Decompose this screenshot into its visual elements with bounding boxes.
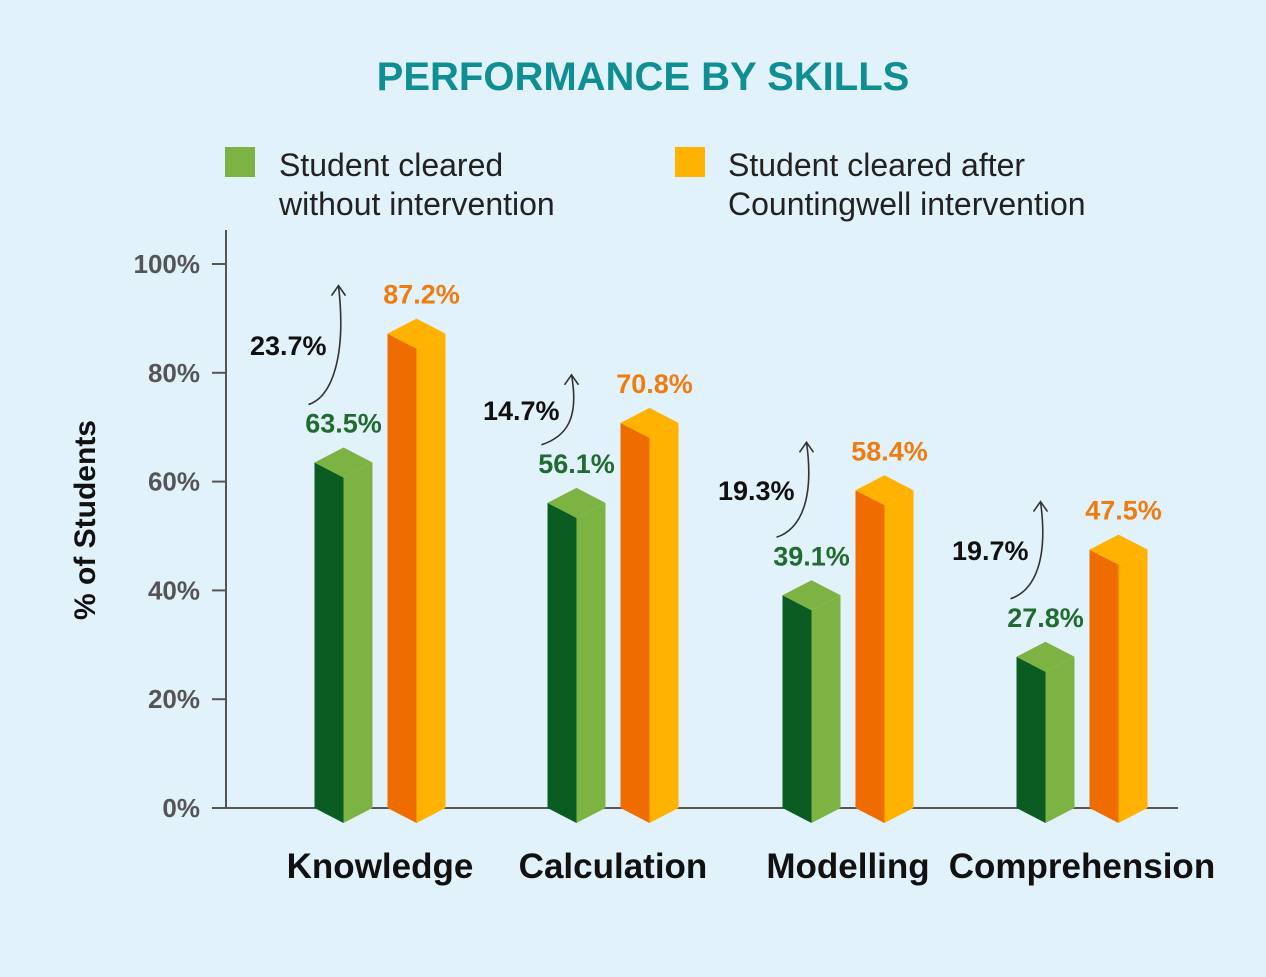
bar-side-face [1089, 549, 1119, 823]
bar-front-face [1045, 656, 1075, 823]
legend-label-without-intervention-line1: Student cleared [279, 147, 503, 183]
improvement-label: 19.7% [952, 536, 1029, 566]
y-tick-label: 40% [148, 575, 200, 605]
y-ticks: 0% 20% 40% 60% 80% 100% [134, 249, 226, 823]
improvement-arrowhead [798, 440, 815, 453]
category-label: Modelling [766, 847, 929, 886]
bar-top-face [855, 475, 914, 506]
data-label-after-intervention: 87.2% [383, 280, 460, 310]
bar-without-intervention [782, 580, 841, 823]
legend-label-after-intervention-line2: Countingwell intervention [728, 186, 1086, 222]
data-label-without-intervention: 27.8% [1007, 603, 1084, 633]
improvement-arrow [541, 374, 575, 446]
improvement-label: 23.7% [250, 331, 327, 361]
bar-without-intervention [1016, 641, 1075, 823]
bar-without-intervention [314, 447, 373, 823]
bar-top-face [1089, 534, 1148, 565]
y-tick-label: 20% [148, 684, 200, 714]
improvement-arrow [308, 285, 342, 406]
bar-top-face [782, 580, 841, 611]
bar-after-intervention [1089, 534, 1148, 823]
bar-front-face [649, 422, 679, 823]
bar-side-face [855, 490, 885, 823]
improvement-arrowhead [563, 373, 580, 386]
bar-side-face [620, 422, 650, 823]
bar-side-face [1016, 656, 1046, 823]
improvement-arrow [1010, 501, 1044, 600]
y-tick-label: 60% [148, 467, 200, 497]
y-axis-label: % of Students [69, 420, 102, 620]
bar-without-intervention [547, 487, 606, 823]
bar-front-face [416, 333, 446, 823]
y-tick-label: 0% [162, 793, 200, 823]
bars: 63.5% 87.2% 56.1% 70.8% 39.1% 58.4% 27.8% 47.5% [305, 280, 1162, 823]
improvement-label: 19.3% [718, 476, 795, 506]
data-label-without-intervention: 63.5% [305, 409, 382, 439]
bar-side-face [782, 595, 812, 823]
data-label-after-intervention: 70.8% [616, 369, 693, 399]
bar-front-face [1118, 549, 1148, 823]
y-tick-label: 100% [134, 249, 201, 279]
bar-top-face [1016, 641, 1075, 672]
category-label: Comprehension [949, 847, 1215, 886]
category-labels: Knowledge Calculation Modelling Comprehensi… [287, 847, 1216, 886]
data-label-after-intervention: 47.5% [1085, 496, 1162, 526]
bar-front-face [884, 490, 914, 823]
bar-front-face [343, 462, 373, 823]
chart-title: PERFORMANCE BY SKILLS [377, 55, 910, 99]
improvement-label: 14.7% [483, 396, 560, 426]
bar-top-face [314, 447, 373, 478]
bar-top-face [387, 318, 446, 349]
improvement-arrowhead [1032, 500, 1049, 513]
bar-front-face [811, 595, 841, 823]
data-label-after-intervention: 58.4% [851, 436, 928, 466]
legend-label-without-intervention-line2: without intervention [278, 186, 555, 222]
legend-swatch-after-intervention [675, 147, 705, 177]
data-label-without-intervention: 39.1% [773, 541, 850, 571]
category-label: Knowledge [287, 847, 474, 886]
bar-top-face [547, 487, 606, 518]
bar-side-face [547, 502, 577, 823]
y-axis: 0% 20% 40% 60% 80% 100% % of Students [69, 230, 227, 823]
bar-front-face [576, 502, 606, 823]
y-tick-label: 80% [148, 358, 200, 388]
category-label: Calculation [519, 847, 708, 886]
bar-after-intervention [855, 475, 914, 823]
legend-swatch-without-intervention [225, 147, 255, 177]
improvement-arrow [776, 442, 810, 539]
legend: Student cleared without intervention Stu… [225, 147, 1086, 222]
improvement-arrowhead [330, 284, 347, 297]
bar-side-face [387, 333, 417, 823]
legend-label-after-intervention-line1: Student cleared after [728, 147, 1025, 183]
bar-top-face [620, 407, 679, 438]
bar-after-intervention [620, 407, 679, 823]
bar-after-intervention [387, 318, 446, 823]
improvement-annotations: 23.7% 14.7% 19.3% 19.7% [250, 284, 1049, 600]
bar-side-face [314, 462, 344, 823]
data-label-without-intervention: 56.1% [538, 449, 615, 479]
